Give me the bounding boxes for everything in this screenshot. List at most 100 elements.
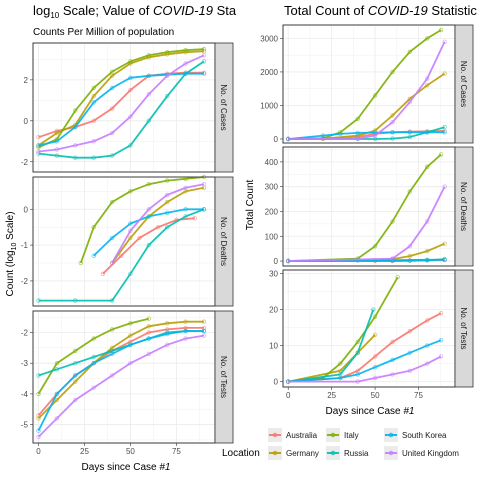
- facet-strip-label: No. of Deaths: [219, 217, 228, 266]
- data-point: [73, 124, 78, 130]
- series-line-russia: [38, 208, 205, 302]
- y-tick-label: 400: [265, 158, 279, 167]
- data-point: [338, 375, 343, 381]
- data-point: [407, 368, 412, 373]
- data-point: [109, 130, 115, 136]
- data-point: [54, 130, 60, 136]
- data-point: [164, 342, 170, 347]
- data-point: [201, 71, 207, 76]
- series-line-germany: [111, 186, 205, 264]
- data-point: [390, 136, 395, 141]
- x-tick-label: 25: [80, 447, 89, 456]
- y-tick-label: 20: [269, 306, 278, 315]
- x-tick-label: 50: [371, 391, 380, 400]
- data-point: [128, 333, 133, 338]
- data-point: [390, 339, 395, 345]
- data-point: [355, 116, 360, 122]
- data-point: [442, 257, 447, 262]
- legend-label: South Korea: [402, 431, 447, 440]
- data-point: [155, 224, 161, 230]
- data-point: [442, 130, 447, 135]
- legend-item-united-kingdom[interactable]: United Kingdom: [384, 446, 459, 460]
- data-point: [36, 416, 41, 421]
- data-point: [372, 375, 378, 381]
- data-point: [438, 27, 444, 33]
- facet-strip: [214, 176, 234, 307]
- facet-left-1: -2 0 2 No. of Cases: [21, 42, 234, 173]
- series-line-germany: [288, 334, 376, 383]
- data-point: [146, 91, 151, 97]
- legend-label: Russia: [344, 449, 369, 458]
- data-point: [54, 147, 60, 152]
- data-point: [146, 207, 151, 212]
- data-point: [128, 361, 133, 366]
- legend-item-russia[interactable]: Russia: [326, 446, 369, 460]
- facet-strip-label: No. of Deaths: [459, 182, 468, 231]
- data-point: [73, 379, 78, 384]
- y-tick-label: 1000: [260, 101, 278, 110]
- legend-item-germany[interactable]: Germany: [268, 446, 319, 460]
- y-tick-label: -5: [21, 421, 29, 430]
- data-point: [146, 316, 151, 321]
- y-tick-label: -2: [21, 328, 29, 337]
- data-point: [164, 178, 170, 183]
- left-subtitle: Counts Per Million of population: [33, 27, 174, 38]
- legend-item-italy[interactable]: Italy: [326, 428, 359, 442]
- y-tick-label: 10: [269, 342, 278, 351]
- data-point: [438, 311, 444, 316]
- data-point: [390, 69, 395, 75]
- right-title: Total Count of COVID-19 Statistic: [284, 3, 477, 18]
- data-point: [146, 351, 151, 357]
- legend-item-australia[interactable]: Australia: [268, 428, 318, 442]
- legend-key-point: [272, 432, 278, 438]
- data-point: [78, 260, 83, 266]
- legend-key-point: [330, 432, 336, 438]
- data-point: [36, 145, 41, 150]
- data-point: [372, 130, 378, 135]
- data-point: [91, 93, 96, 99]
- x-tick-label: 25: [327, 391, 336, 400]
- chart-panels: -2 0 2 No. of Cases -2 -1 0 No. of Deaths -5 -4 -3…: [21, 24, 474, 456]
- data-point: [164, 50, 170, 55]
- y-tick-label: 30: [269, 270, 278, 279]
- series-line-united-kingdom: [288, 41, 446, 140]
- data-point: [36, 149, 41, 154]
- data-point: [355, 136, 360, 141]
- data-point: [407, 329, 412, 334]
- data-point: [91, 361, 96, 366]
- data-point: [407, 134, 412, 140]
- data-point: [73, 373, 78, 378]
- data-point: [201, 207, 207, 212]
- data-point: [183, 336, 188, 341]
- data-point: [109, 153, 115, 158]
- data-point: [320, 133, 326, 138]
- data-point: [91, 85, 96, 91]
- data-point: [146, 324, 151, 329]
- data-point: [146, 242, 151, 248]
- data-point: [390, 256, 395, 261]
- legend-key-point: [330, 450, 336, 456]
- data-point: [73, 361, 78, 366]
- x-tick-label: 75: [172, 447, 181, 456]
- data-point: [425, 130, 430, 135]
- data-point: [338, 361, 343, 366]
- legend-item-south-korea[interactable]: South Korea: [384, 428, 447, 442]
- series-line-united-kingdom: [37, 334, 205, 438]
- data-point: [442, 124, 447, 130]
- series-line-south-korea: [288, 131, 445, 140]
- facet-strip: [454, 24, 474, 144]
- data-point: [36, 298, 41, 303]
- facet-right-2: 0 100 200 300 400 No. of Deaths: [265, 146, 474, 267]
- y-tick-label: 2000: [260, 68, 278, 77]
- right-x-axis-label: Days since Case #1: [326, 406, 415, 417]
- data-point: [442, 71, 447, 76]
- data-point: [201, 53, 207, 58]
- data-point: [390, 372, 395, 377]
- data-point: [372, 365, 378, 370]
- series-line-italy: [288, 29, 442, 140]
- series-line-italy: [38, 48, 205, 149]
- data-point: [183, 325, 188, 331]
- data-point: [286, 379, 291, 384]
- right-y-axis-label: Total Count: [245, 179, 256, 230]
